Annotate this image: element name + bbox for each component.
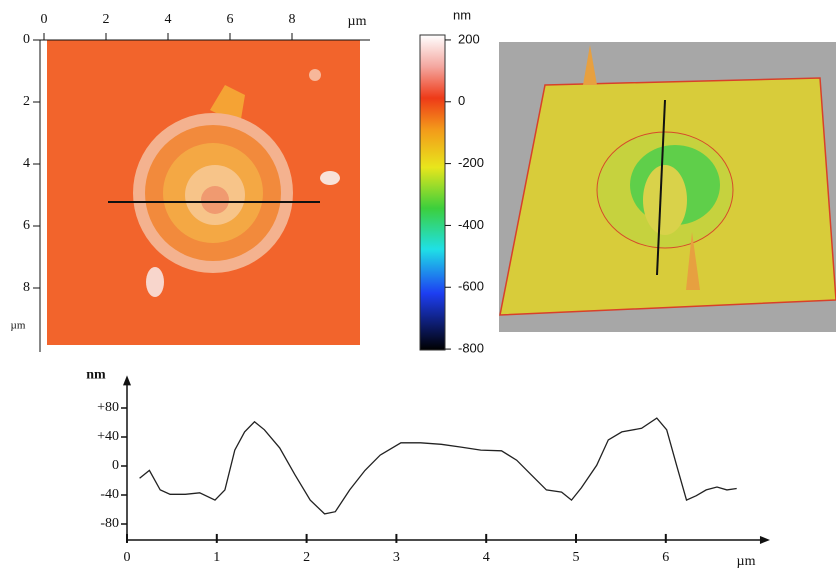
x-tick-label: 4 [165, 12, 172, 27]
y-tick-label: 0 [23, 32, 30, 47]
x-arrow [759, 535, 770, 544]
y-label: nm [86, 368, 106, 383]
x-tick-label: 6 [662, 550, 669, 565]
y-tick-label: +40 [97, 429, 119, 444]
x-tick-label: 8 [289, 12, 296, 27]
x-unit: µm [348, 14, 367, 29]
surface-3d [499, 42, 836, 332]
x-tick-label: 3 [393, 550, 400, 565]
colorbar-tick-label: 0 [458, 93, 465, 108]
x-label: µm [737, 554, 756, 569]
y-tick-label: +80 [97, 400, 119, 415]
afm-image [47, 40, 360, 345]
colorbar-tick-label: -400 [458, 217, 484, 232]
colorbar-tick-label: 200 [458, 31, 480, 46]
colorbar [419, 34, 446, 351]
x-tick-label: 1 [213, 550, 220, 565]
y-tick-label: 4 [23, 156, 30, 171]
y-tick-label: 2 [23, 94, 30, 109]
y-tick-label: -40 [100, 487, 119, 502]
y-arrow [123, 375, 131, 386]
colorbar-tick-label: -600 [458, 279, 484, 294]
y-tick-label: 0 [112, 458, 119, 473]
x-tick-label: 5 [573, 550, 580, 565]
colorbar-tick-label: -800 [458, 341, 484, 356]
profile-line [139, 417, 737, 515]
y-tick-label: 8 [23, 280, 30, 295]
x-tick-label: 0 [124, 550, 131, 565]
y-unit: µm [11, 320, 26, 332]
colorbar-unit: nm [453, 7, 471, 22]
y-tick-label: 6 [23, 218, 30, 233]
x-tick-label: 4 [483, 550, 490, 565]
x-tick-label: 0 [41, 12, 48, 27]
colorbar-tick-label: -200 [458, 155, 484, 170]
x-tick-label: 2 [303, 550, 310, 565]
y-tick-label: -80 [100, 516, 119, 531]
x-tick-label: 6 [227, 12, 234, 27]
x-tick-label: 2 [103, 12, 110, 27]
